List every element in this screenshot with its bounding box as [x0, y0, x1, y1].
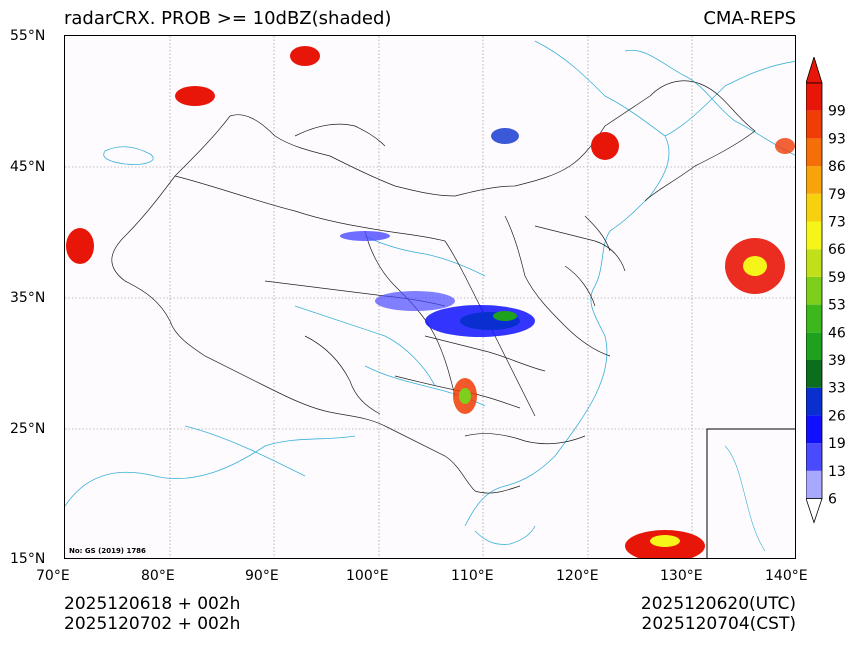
valid-time-utc: 2025120620(UTC) — [640, 594, 796, 614]
lon-label-120: 120°E — [556, 568, 599, 584]
south-china-sea-inset — [706, 428, 795, 558]
lon-label-90: 90°E — [245, 568, 279, 584]
borders — [111, 80, 756, 494]
lat-label-35: 35°N — [10, 290, 46, 306]
valid-time-cst: 2025120704(CST) — [641, 614, 796, 634]
colorbar-label: 46 — [828, 325, 846, 341]
colorbar-segment — [806, 470, 822, 499]
coastline — [65, 40, 795, 545]
colorbar-label: 86 — [828, 159, 846, 175]
colorbar-label: 26 — [828, 408, 846, 424]
colorbar-segment — [806, 166, 822, 194]
model-name: CMA-REPS — [703, 8, 796, 29]
map-canvas — [65, 36, 795, 558]
colorbar-segment — [806, 83, 822, 111]
lat-label-15: 15°N — [10, 551, 46, 567]
lon-label-100: 100°E — [346, 568, 389, 584]
colorbar-segment — [806, 249, 822, 277]
colorbar-label: 93 — [828, 131, 846, 147]
colorbar-segment — [806, 221, 822, 250]
colorbar-arrow-high — [806, 57, 823, 84]
colorbar-segment — [806, 387, 822, 416]
lon-label-80: 80°E — [141, 568, 175, 584]
lat-label-25: 25°N — [10, 421, 46, 437]
lat-label-55: 55°N — [10, 28, 46, 44]
lon-label-110: 110°E — [451, 568, 494, 584]
colorbar-label: 6 — [828, 492, 837, 508]
colorbar-arrow-low — [806, 498, 823, 524]
colorbar-segment — [806, 360, 822, 388]
colorbar-label: 39 — [828, 353, 846, 369]
colorbar: 6 13 19 26 33 39 46 53 59 66 73 79 86 93 99 — [806, 57, 846, 524]
colorbar-segment — [806, 415, 822, 444]
colorbar-label: 33 — [828, 381, 846, 397]
lon-label-70: 70°E — [36, 568, 70, 584]
colorbar-label: 59 — [828, 270, 846, 286]
colorbar-segment — [806, 276, 822, 305]
colorbar-segment — [806, 332, 822, 360]
lon-label-140: 140°E — [765, 568, 808, 584]
probability-shading — [66, 46, 795, 558]
colorbar-label: 13 — [828, 464, 846, 480]
graticule — [65, 36, 795, 558]
colorbar-segment — [806, 304, 822, 333]
colorbar-segment — [806, 110, 822, 139]
map-approval-note: No: GS (2019) 1786 — [69, 547, 146, 555]
init-time-cst: 2025120702 + 002h — [64, 614, 241, 634]
colorbar-label: 19 — [828, 436, 846, 452]
colorbar-label: 73 — [828, 215, 846, 231]
colorbar-label: 53 — [828, 298, 846, 314]
colorbar-label: 79 — [828, 187, 846, 203]
map-title: radarCRX. PROB >= 10dBZ(shaded) — [64, 8, 392, 29]
colorbar-label: 66 — [828, 242, 846, 258]
lon-label-130: 130°E — [660, 568, 703, 584]
colorbar-label: 99 — [828, 104, 846, 120]
map-panel — [64, 35, 796, 559]
init-time-utc: 2025120618 + 002h — [64, 594, 241, 614]
lat-label-45: 45°N — [10, 159, 46, 175]
colorbar-segment — [806, 193, 822, 222]
colorbar-segment — [806, 138, 822, 167]
colorbar-segment — [806, 443, 822, 471]
